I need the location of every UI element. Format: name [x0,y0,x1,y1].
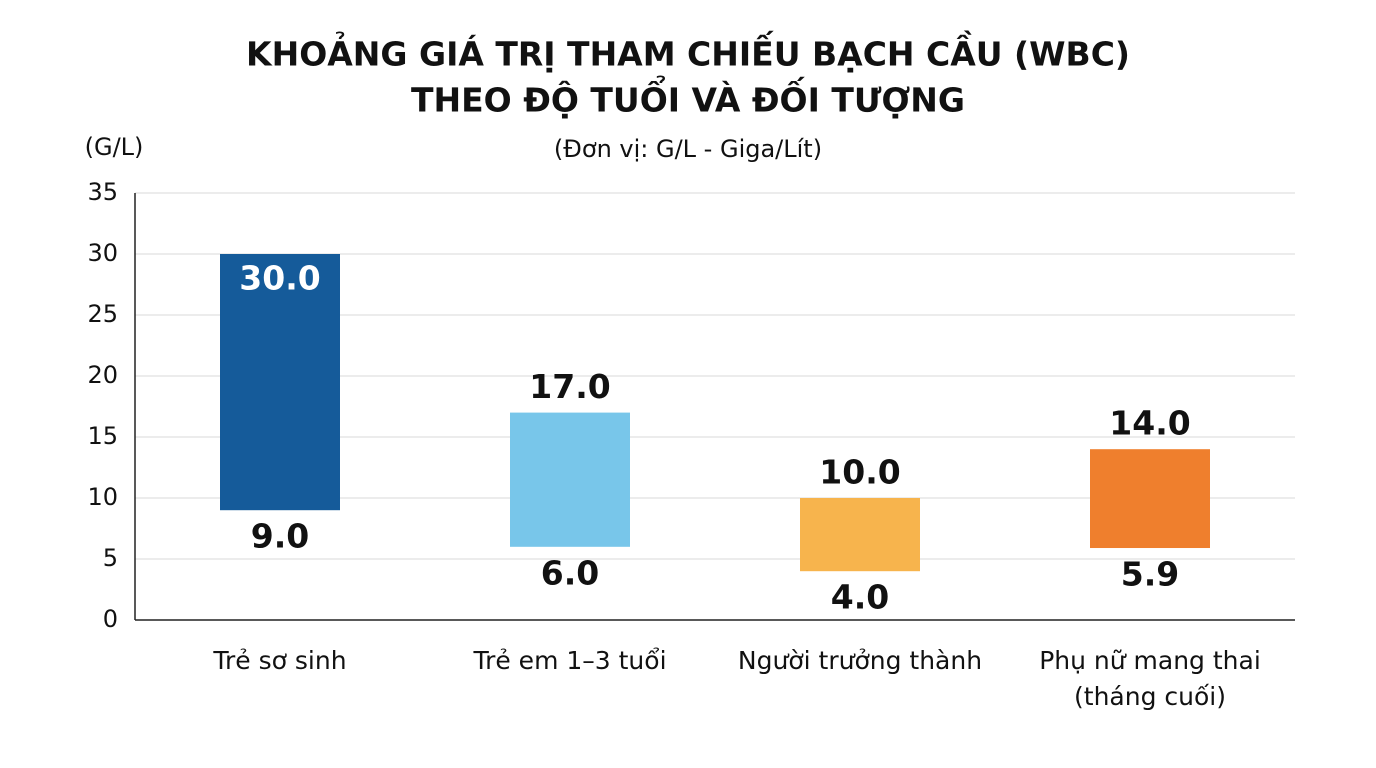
y-tick-label: 25 [87,300,118,328]
range-bar [510,412,630,547]
y-tick-label: 30 [87,239,118,267]
y-tick-label: 15 [87,422,118,450]
y-tick-label: 0 [103,605,118,633]
chart-subtitle: (Đơn vị: G/L - Giga/Lít) [554,135,822,163]
range-bar [800,498,920,572]
x-tick-label: Phụ nữ mang thai [1039,646,1261,675]
x-tick-label: (tháng cuối) [1074,682,1226,711]
y-axis-label: (G/L) [85,133,144,161]
range-bar [220,254,340,511]
y-tick-label: 10 [87,483,118,511]
value-label: 6.0 [541,553,599,592]
value-label: 4.0 [831,578,889,617]
chart-title: KHOẢNG GIÁ TRỊ THAM CHIẾU BẠCH CẦU (WBC) [246,30,1130,74]
value-label: 10.0 [819,453,900,492]
y-tick-label: 20 [87,361,118,389]
chart-title: THEO ĐỘ TUỔI VÀ ĐỐI TƯỢNG [411,74,965,120]
y-tick-label: 5 [103,544,118,572]
value-label: 14.0 [1109,404,1190,443]
x-tick-label: Trẻ em 1–3 tuổi [472,646,666,675]
x-tick-label: Trẻ sơ sinh [212,646,346,675]
value-label: 5.9 [1121,555,1179,594]
y-tick-label: 35 [87,178,118,206]
value-label: 9.0 [251,517,309,556]
range-bar [1090,449,1210,549]
value-label: 17.0 [529,367,610,406]
x-tick-label: Người trưởng thành [738,646,982,675]
value-label: 30.0 [239,259,320,298]
